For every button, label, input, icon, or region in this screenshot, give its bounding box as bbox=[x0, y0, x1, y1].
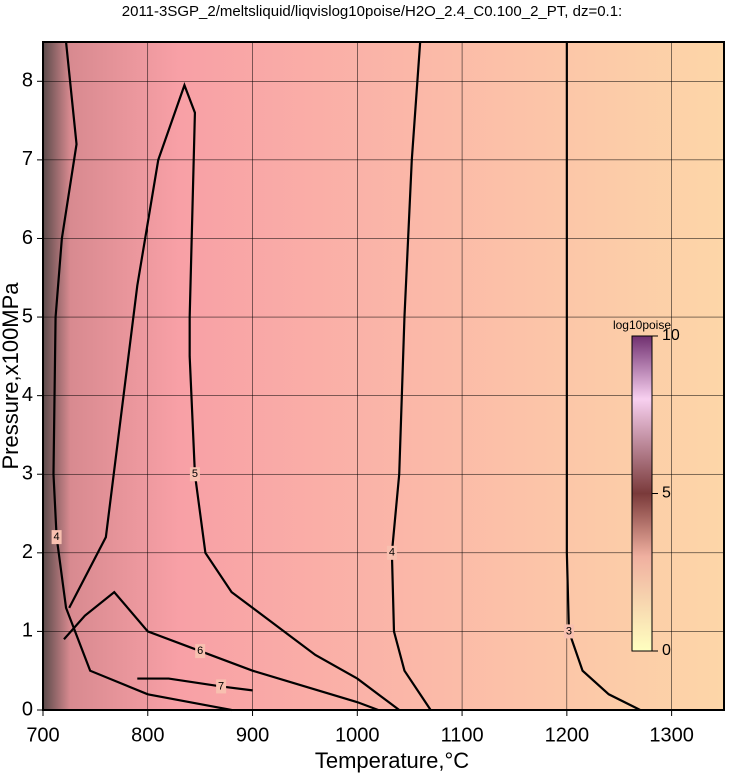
contour-label-bg bbox=[51, 530, 62, 545]
colorbar-label: log10poise bbox=[613, 318, 671, 332]
y-tick-label: 6 bbox=[22, 227, 33, 249]
contour-label: 6 bbox=[197, 645, 203, 657]
chart-title: 2011-3SGP_2/meltsliquid/liqvislog10poise… bbox=[122, 3, 622, 20]
contour-label-bg bbox=[189, 467, 200, 482]
colorbar bbox=[631, 335, 653, 652]
colorbar-tick-label: 5 bbox=[662, 485, 671, 502]
contour-line bbox=[137, 677, 253, 692]
x-tick-label: 1300 bbox=[649, 724, 694, 746]
contour-line bbox=[565, 42, 641, 711]
x-tick-label: 700 bbox=[26, 724, 59, 746]
y-tick-label: 3 bbox=[22, 463, 33, 485]
colorbar-tick-label: 0 bbox=[662, 642, 671, 659]
contour-label-bg bbox=[195, 644, 206, 659]
contour-label: 4 bbox=[389, 547, 395, 559]
x-tick-label: 1100 bbox=[441, 724, 484, 746]
contour-label: 7 bbox=[218, 680, 224, 692]
y-axis-label: Pressure,x100MPa bbox=[0, 282, 23, 470]
contour-label: 4 bbox=[54, 531, 60, 543]
contour-label-bg bbox=[386, 545, 397, 560]
y-tick-label: 8 bbox=[22, 70, 33, 92]
x-axis-label: Temperature,°C bbox=[315, 748, 469, 773]
y-tick-label: 5 bbox=[22, 305, 33, 327]
contour-label: 3 bbox=[566, 625, 572, 637]
contour-label-bg bbox=[563, 624, 574, 639]
x-tick-label: 1000 bbox=[335, 724, 380, 746]
y-tick-label: 2 bbox=[22, 541, 33, 563]
colorbar-tick-label: 10 bbox=[662, 327, 680, 344]
y-tick-label: 4 bbox=[22, 384, 33, 406]
plot-background bbox=[43, 42, 724, 710]
x-tick-label: 1200 bbox=[545, 724, 590, 746]
contour-label: 5 bbox=[192, 468, 198, 480]
y-tick-label: 0 bbox=[22, 698, 33, 720]
x-tick-label: 800 bbox=[131, 724, 164, 746]
y-tick-label: 7 bbox=[22, 148, 33, 170]
contour-line bbox=[68, 82, 400, 711]
contour-label-bg bbox=[216, 679, 227, 694]
x-tick-label: 900 bbox=[236, 724, 269, 746]
plot-frame bbox=[42, 41, 725, 711]
y-tick-label: 1 bbox=[22, 620, 33, 642]
